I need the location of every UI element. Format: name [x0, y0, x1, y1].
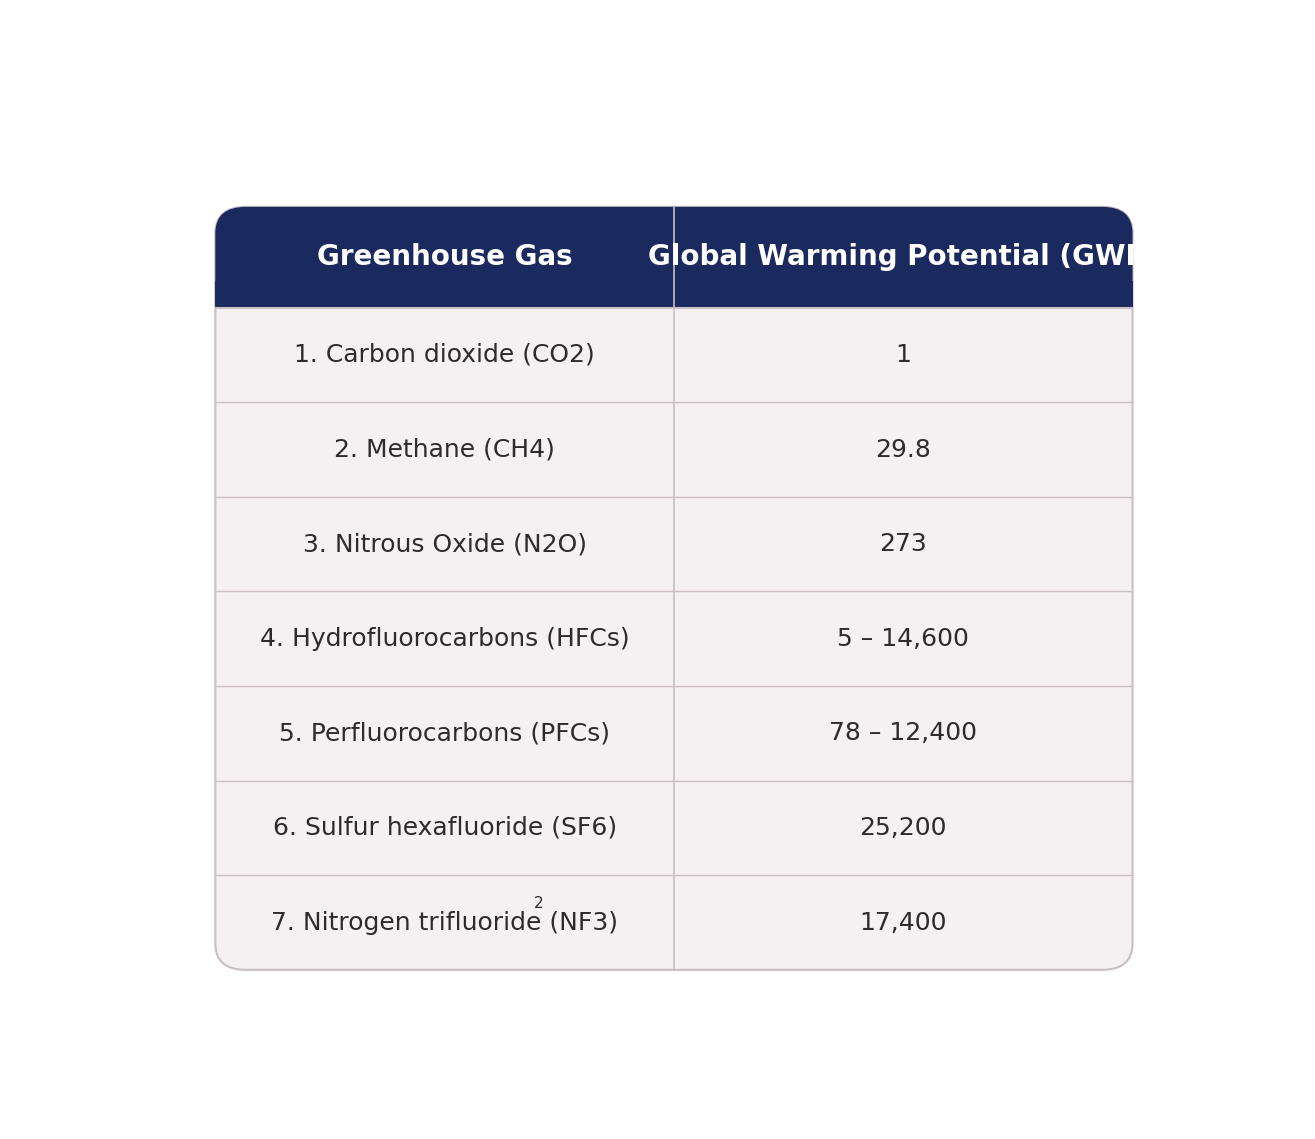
Text: 4. Hydrofluorocarbons (HFCs): 4. Hydrofluorocarbons (HFCs): [260, 626, 630, 650]
Text: 7. Nitrogen trifluoride (NF3): 7. Nitrogen trifluoride (NF3): [271, 910, 618, 935]
Text: 5. Perfluorocarbons (PFCs): 5. Perfluorocarbons (PFCs): [279, 721, 610, 745]
Text: 2. Methane (CH4): 2. Methane (CH4): [334, 437, 555, 461]
Bar: [216, 281, 1132, 308]
Text: 5 – 14,600: 5 – 14,600: [838, 626, 969, 650]
FancyBboxPatch shape: [216, 207, 1132, 308]
Text: 1: 1: [896, 343, 911, 367]
Text: 78 – 12,400: 78 – 12,400: [830, 721, 977, 745]
Text: 25,200: 25,200: [860, 816, 947, 839]
Text: 3. Nitrous Oxide (N2O): 3. Nitrous Oxide (N2O): [302, 532, 586, 556]
Text: 17,400: 17,400: [860, 910, 947, 935]
Text: 273: 273: [880, 532, 927, 556]
Text: Greenhouse Gas: Greenhouse Gas: [317, 244, 572, 271]
Text: Global Warming Potential (GWP): Global Warming Potential (GWP): [648, 244, 1159, 271]
Text: 6. Sulfur hexafluoride (SF6): 6. Sulfur hexafluoride (SF6): [272, 816, 617, 839]
Text: 2: 2: [534, 895, 543, 911]
Text: 1. Carbon dioxide (CO2): 1. Carbon dioxide (CO2): [295, 343, 594, 367]
FancyBboxPatch shape: [216, 207, 1132, 970]
Text: 29.8: 29.8: [876, 437, 931, 461]
